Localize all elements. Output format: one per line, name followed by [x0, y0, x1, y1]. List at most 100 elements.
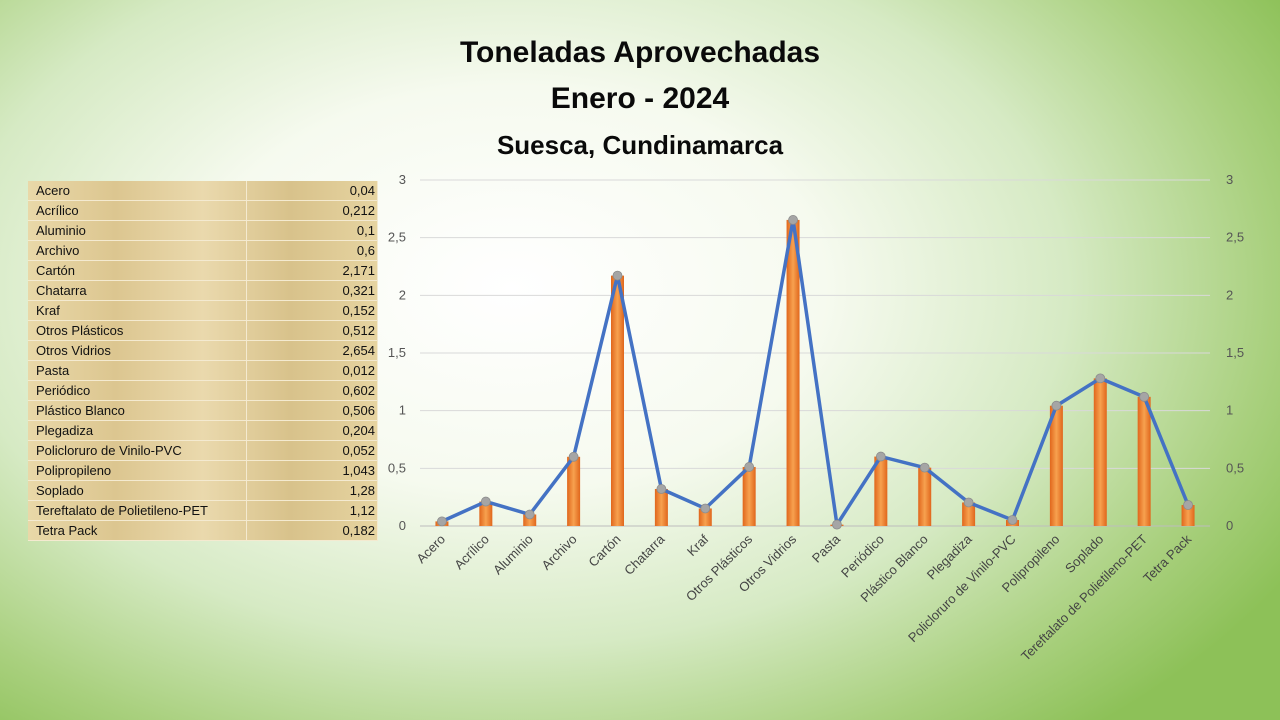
x-category-label: Aluminio — [490, 532, 536, 578]
line-point — [656, 484, 667, 494]
table-row: Polipropileno 1,043 — [28, 460, 378, 481]
line-point — [919, 462, 930, 473]
table-row-value: 0,602 — [246, 380, 378, 401]
title-block: Toneladas Aprovechadas Enero - 2024 Sues… — [0, 30, 1280, 161]
table-row-label: Plástico Blanco — [28, 400, 247, 421]
table-row-label: Kraf — [28, 300, 247, 321]
chart-period: Enero - 2024 — [550, 82, 730, 115]
bar — [654, 488, 668, 526]
bar — [523, 514, 537, 526]
table-row-value: 1,043 — [246, 460, 378, 481]
y2-tick-label: 2,5 — [1226, 230, 1244, 245]
line-point — [1051, 400, 1062, 411]
y2-tick-label: 0 — [1226, 518, 1233, 533]
line-point — [1139, 391, 1150, 402]
y2-tick-label: 2 — [1226, 287, 1233, 302]
y-tick-label: 3 — [399, 172, 406, 187]
y2-tick-label: 0,5 — [1226, 460, 1244, 475]
table-row-label: Pasta — [28, 360, 247, 381]
y-tick-label: 0 — [399, 518, 406, 533]
table-row-label: Otros Vidrios — [28, 340, 247, 361]
x-category-label: Cartón — [585, 532, 623, 570]
table-row-value: 0,321 — [246, 280, 378, 301]
table-row-value: 1,12 — [246, 500, 378, 521]
table-row: Pasta 0,012 — [28, 360, 378, 381]
table-row-value: 0,1 — [246, 220, 378, 241]
table-row: Cartón 2,171 — [28, 260, 378, 281]
table-row-value: 0,212 — [246, 200, 378, 221]
x-category-label: Tetra Pack — [1140, 531, 1194, 585]
table-row-label: Acero — [28, 181, 247, 201]
table-row-value: 0,182 — [246, 520, 378, 541]
bar — [786, 219, 800, 526]
bar — [698, 508, 712, 526]
bar — [874, 456, 888, 526]
y-tick-label: 2 — [399, 287, 406, 302]
table-row: Kraf 0,152 — [28, 300, 378, 321]
x-category-label: Soplado — [1062, 532, 1106, 576]
table-row-value: 0,052 — [246, 440, 378, 461]
table-row: Otros Plásticos 0,512 — [28, 320, 378, 341]
table-row: Acrílico 0,212 — [28, 200, 378, 221]
table-row: Chatarra 0,321 — [28, 280, 378, 301]
x-category-label: Pasta — [809, 531, 844, 566]
table-row: Otros Vidrios 2,654 — [28, 340, 378, 361]
table-row-label: Acrílico — [28, 200, 247, 221]
y-tick-label: 1,5 — [388, 345, 406, 360]
bar — [1093, 378, 1107, 526]
table-row-label: Chatarra — [28, 280, 247, 301]
line-point — [832, 519, 842, 530]
chart-subtitle: Suesca, Cundinamarca — [496, 130, 784, 160]
table-row: Aluminio 0,1 — [28, 220, 378, 241]
line-point — [875, 451, 886, 462]
y2-tick-label: 3 — [1226, 172, 1233, 187]
chart-title: Toneladas Aprovechadas — [459, 36, 821, 69]
y-tick-label: 1 — [399, 403, 406, 418]
table-row-value: 2,654 — [246, 340, 378, 361]
table-row-label: Otros Plásticos — [28, 320, 247, 341]
x-category-label: Archivo — [538, 532, 579, 573]
line-point — [437, 516, 447, 527]
table-row-value: 0,506 — [246, 400, 378, 421]
line-point — [700, 503, 711, 514]
table-row-label: Archivo — [28, 240, 247, 261]
y2-tick-label: 1 — [1226, 403, 1233, 418]
line-point — [788, 215, 798, 225]
y2-tick-label: 1,5 — [1226, 345, 1244, 360]
x-category-label: Kraf — [684, 531, 712, 559]
line-point — [1007, 515, 1018, 525]
table-row: Soplado 1,28 — [28, 480, 378, 501]
table-row-value: 0,204 — [246, 420, 378, 441]
table-row-value: 1,28 — [246, 480, 378, 501]
table-row: Plástico Blanco 0,506 — [28, 400, 378, 421]
table-row-value: 0,012 — [246, 360, 378, 381]
table-row-label: Cartón — [28, 260, 247, 281]
x-category-label: Chatarra — [621, 531, 668, 578]
table-row: Archivo 0,6 — [28, 240, 378, 261]
line-point — [1183, 500, 1193, 510]
table-row-label: Tetra Pack — [28, 520, 247, 541]
x-category-label: Acero — [413, 532, 448, 567]
line-point — [744, 462, 755, 472]
table-row-value: 0,512 — [246, 320, 378, 341]
line-point — [612, 270, 623, 281]
table-row-label: Policloruro de Vinilo-PVC — [28, 440, 247, 461]
bar — [611, 275, 624, 526]
bar — [1181, 505, 1195, 526]
bar — [479, 501, 493, 526]
bar — [567, 456, 581, 526]
line-series — [441, 218, 1190, 527]
bar — [1137, 396, 1151, 526]
x-category-label: Acrílico — [451, 532, 492, 573]
table-row: Policloruro de Vinilo-PVC 0,052 — [28, 440, 378, 461]
table-row-label: Plegadiza — [28, 420, 247, 441]
table-row-value: 0,6 — [246, 240, 378, 261]
bar — [962, 502, 976, 526]
table-row: Tetra Pack 0,182 — [28, 520, 378, 541]
bar — [918, 467, 932, 526]
table-row-label: Polipropileno — [28, 460, 247, 481]
y-tick-label: 2,5 — [388, 230, 406, 245]
table-row-value: 0,04 — [246, 181, 378, 201]
table-row: Tereftalato de Polietileno-PET 1,12 — [28, 500, 378, 521]
